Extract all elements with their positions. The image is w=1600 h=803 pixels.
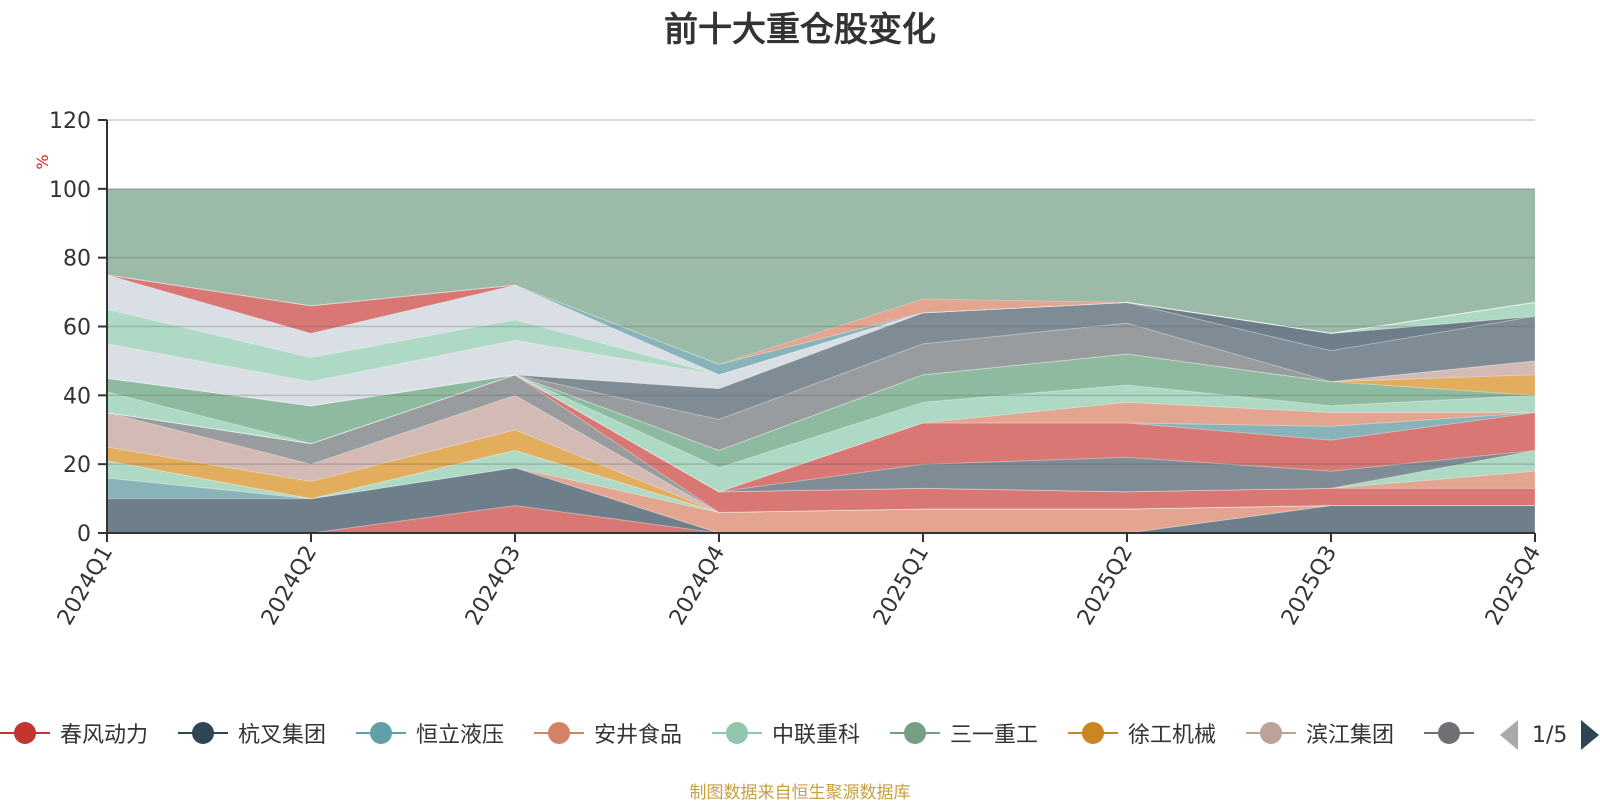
legend-marker-icon: [1246, 718, 1296, 748]
legend-label: 三一重工: [950, 723, 1039, 748]
y-axis-label: %: [33, 154, 52, 169]
y-tick-label: 40: [63, 384, 91, 409]
y-tick-label: 100: [49, 178, 91, 203]
legend-marker-icon: [1424, 718, 1474, 748]
y-tick-label: 80: [63, 247, 91, 272]
legend-marker-icon: [0, 718, 50, 748]
area-chart: 0 20 40 60 80 100 120 2024Q1 2024Q2 2024Q3 2024Q4 2…: [33, 109, 1546, 630]
legend-label: 徐工机械: [1128, 723, 1217, 748]
y-tick-label: 60: [63, 316, 91, 341]
legend-next-page-icon[interactable]: [1581, 720, 1600, 750]
y-tick-label: 0: [77, 522, 91, 547]
legend-item[interactable]: 滨江集团: [1246, 715, 1394, 751]
grid-lines: [107, 119, 1535, 465]
legend-item[interactable]: 杭叉集团: [178, 715, 326, 751]
legend-item[interactable]: 春风动力: [0, 715, 148, 751]
legend-pager: 1/5: [1500, 718, 1600, 752]
legend-prev-page-icon[interactable]: [1500, 720, 1518, 750]
legend-page-indicator: 1/5: [1532, 722, 1568, 748]
x-tick-label: 2025Q2: [1073, 542, 1138, 630]
legend-item[interactable]: 恒立液压: [356, 715, 504, 751]
legend-label: 恒立液压: [416, 723, 505, 748]
legend: 春风动力 杭叉集团 恒立液压 安井食品 中联重科 三一重工 徐工机械 滨江集团 潍柴动力: [0, 715, 1480, 751]
legend-marker-icon: [712, 718, 762, 748]
area-series-28: [106, 274, 1536, 365]
legend-marker-icon: [534, 718, 584, 748]
legend-marker-icon: [1068, 718, 1118, 748]
legend-marker-icon: [178, 718, 228, 748]
x-tick-label: 2025Q4: [1481, 542, 1546, 630]
y-tick-label: 120: [49, 109, 91, 134]
x-tick-label: 2025Q1: [869, 542, 934, 630]
y-tick-label: 20: [63, 453, 91, 478]
legend-item[interactable]: 安井食品: [534, 715, 682, 751]
legend-label: 春风动力: [60, 723, 149, 748]
x-tick-label: 2024Q1: [53, 542, 118, 630]
x-tick-label: 2024Q2: [257, 542, 322, 630]
legend-item[interactable]: 三一重工: [890, 715, 1038, 751]
x-tick-label: 2025Q3: [1277, 542, 1342, 630]
legend-label: 安井食品: [594, 723, 683, 748]
legend-label: 中联重科: [772, 723, 861, 748]
legend-item[interactable]: 徐工机械: [1068, 715, 1216, 751]
legend-marker-icon: [890, 718, 940, 748]
legend-marker-icon: [356, 718, 406, 748]
source-note: 制图数据来自恒生聚源数据库: [689, 783, 911, 803]
area-series-5: [106, 449, 1535, 513]
x-tick-label: 2024Q4: [665, 542, 730, 630]
legend-item[interactable]: 潍柴动力: [1424, 715, 1480, 751]
legend-label: 滨江集团: [1306, 723, 1395, 748]
legend-item[interactable]: 中联重科: [712, 715, 860, 751]
stacked-areas: [106, 274, 1536, 534]
chart-title: 前十大重仓股变化: [664, 10, 936, 50]
x-tick-label: 2024Q3: [461, 542, 526, 630]
legend-label: 杭叉集团: [238, 723, 327, 748]
